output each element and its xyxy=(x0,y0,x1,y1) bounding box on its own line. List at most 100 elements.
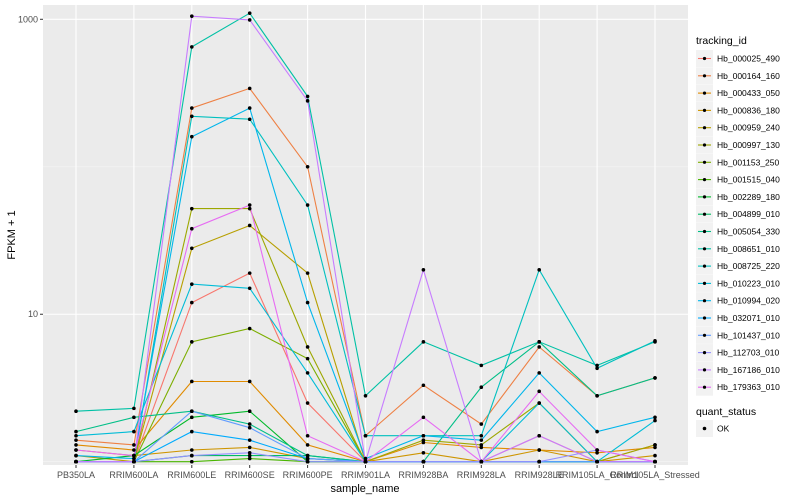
legend-point-swatch xyxy=(702,368,707,372)
y-tick-label: 1000 xyxy=(18,14,38,24)
data-point xyxy=(421,438,426,442)
data-point xyxy=(190,226,194,231)
data-point xyxy=(190,459,194,464)
data-point xyxy=(595,363,599,368)
legend-title-quant-status: quant_status xyxy=(696,406,756,418)
data-point xyxy=(479,433,484,438)
data-point xyxy=(247,206,252,211)
data-point xyxy=(421,415,426,420)
data-point xyxy=(190,246,194,251)
legend-point-swatch xyxy=(702,74,707,78)
data-point xyxy=(247,445,252,450)
data-point xyxy=(74,433,78,438)
data-point xyxy=(74,438,78,442)
data-point xyxy=(363,393,368,398)
data-point xyxy=(305,401,310,405)
y-axis-title: FPKM + 1 xyxy=(6,210,18,259)
legend-label: Hb_001515_040 xyxy=(717,175,780,185)
legend-point-swatch xyxy=(702,264,707,268)
data-point xyxy=(190,453,194,458)
data-point xyxy=(537,340,541,344)
data-point xyxy=(247,453,252,458)
data-point xyxy=(479,443,484,447)
x-tick-label: RRIM600LE xyxy=(167,470,216,480)
legend-point-swatch xyxy=(702,91,707,95)
shape-legend-point xyxy=(702,426,707,431)
legend-point-swatch xyxy=(702,212,707,216)
data-point xyxy=(653,453,657,458)
data-point xyxy=(305,94,310,99)
data-point xyxy=(595,450,599,455)
data-points xyxy=(74,11,657,464)
data-point xyxy=(537,401,541,405)
data-point xyxy=(305,453,310,458)
y-axis: 10 1000 xyxy=(18,14,43,319)
data-point xyxy=(74,443,78,447)
x-tick-label: RRIM928BA xyxy=(398,470,448,480)
data-point xyxy=(247,106,252,110)
shape-legend: OK xyxy=(696,420,730,437)
data-point xyxy=(247,409,252,414)
x-tick-label: PB350LA xyxy=(57,470,95,480)
data-point xyxy=(190,409,194,414)
data-point xyxy=(305,300,310,305)
data-point xyxy=(247,117,252,122)
data-point xyxy=(190,134,194,139)
data-point xyxy=(247,425,252,430)
shape-legend-label: OK xyxy=(717,424,730,434)
legend-point-swatch xyxy=(702,178,707,182)
legend-point-swatch xyxy=(702,126,707,130)
data-point xyxy=(595,393,599,398)
data-point xyxy=(537,448,541,452)
data-point xyxy=(595,459,599,464)
legend-items: Hb_000025_490 Hb_000164_160 Hb_000433_050 H… xyxy=(696,50,780,396)
legend-point-swatch xyxy=(702,108,707,112)
data-point xyxy=(247,86,252,91)
data-point xyxy=(74,429,78,434)
data-point xyxy=(421,383,426,388)
data-point xyxy=(305,433,310,438)
data-point xyxy=(537,345,541,349)
legend-label: Hb_002289_180 xyxy=(717,192,780,202)
data-point xyxy=(247,422,252,426)
data-point xyxy=(190,45,194,49)
data-point xyxy=(74,459,78,464)
data-point xyxy=(653,459,657,464)
data-point xyxy=(247,286,252,291)
data-point xyxy=(363,456,368,461)
legend-point-swatch xyxy=(702,351,707,355)
data-point xyxy=(363,433,368,438)
data-point xyxy=(537,268,541,272)
legend-label: Hb_000025_490 xyxy=(717,54,780,64)
data-point xyxy=(132,443,136,447)
data-point xyxy=(190,206,194,211)
data-point xyxy=(421,450,426,455)
legend-point-swatch xyxy=(702,316,707,320)
data-point xyxy=(190,448,194,452)
data-point xyxy=(595,429,599,434)
data-point xyxy=(190,415,194,420)
data-point xyxy=(479,363,484,368)
x-axis: PB350LA RRIM600LA RRIM600LE RRIM600SE RRIM60… xyxy=(57,465,700,480)
legend-point-swatch xyxy=(702,56,707,61)
data-point xyxy=(247,456,252,461)
data-point xyxy=(305,443,310,447)
data-point xyxy=(247,223,252,228)
legend-label: Hb_001153_250 xyxy=(717,157,780,167)
legend-point-swatch xyxy=(702,281,707,285)
data-point xyxy=(74,448,78,452)
legend-label: Hb_000836_180 xyxy=(717,105,780,115)
legend-label: Hb_179363_010 xyxy=(717,382,780,392)
data-point xyxy=(132,429,136,434)
y-tick-label: 10 xyxy=(28,309,38,319)
data-point xyxy=(595,366,599,371)
data-point xyxy=(190,379,194,384)
data-point xyxy=(421,433,426,438)
data-point xyxy=(479,422,484,426)
legend-label: Hb_000164_160 xyxy=(717,71,780,81)
data-point xyxy=(247,450,252,455)
data-point xyxy=(305,356,310,361)
data-point xyxy=(305,459,310,464)
data-point xyxy=(74,409,78,414)
